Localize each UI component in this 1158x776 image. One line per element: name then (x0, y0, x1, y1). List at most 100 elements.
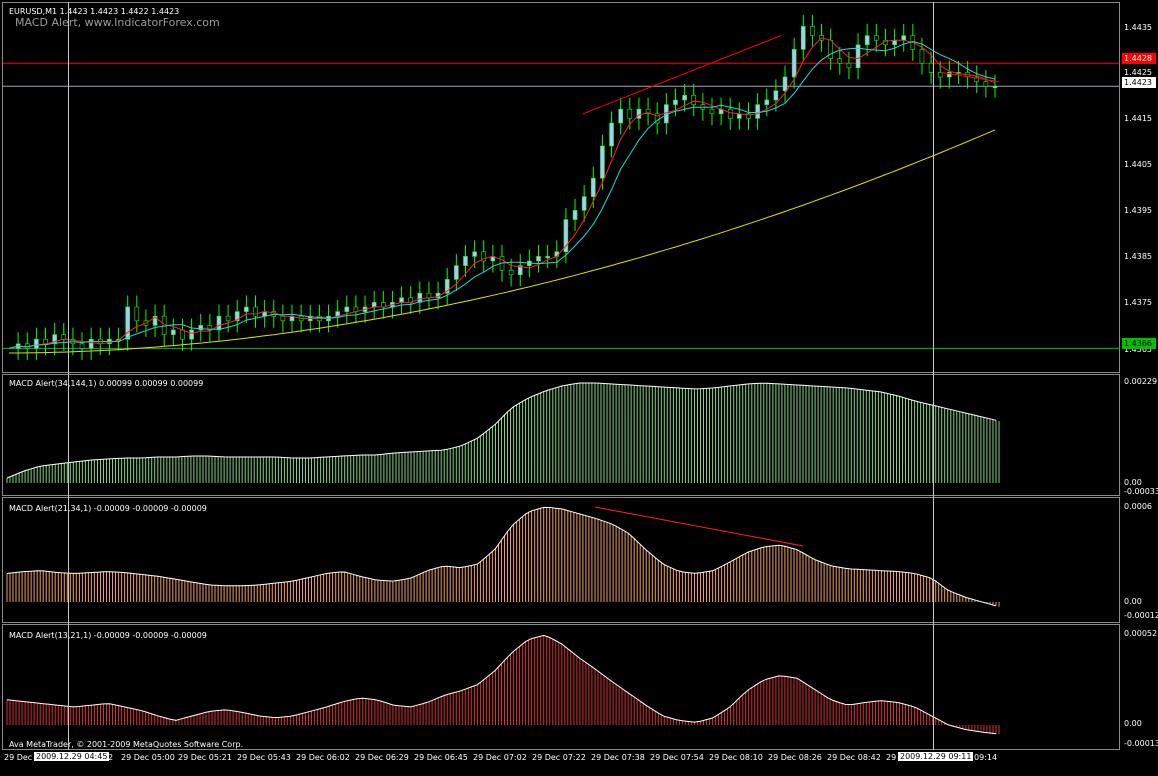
candle-body (755, 104, 760, 119)
candle-body (782, 76, 788, 92)
macd-3-canvas[interactable] (3, 625, 1119, 749)
candle-body (581, 196, 587, 211)
candle-body (645, 108, 651, 115)
macd-2-title: MACD Alert(21,34,1) -0.00009 -0.00009 -0… (9, 504, 207, 513)
candle-body (682, 95, 687, 101)
candle-body (508, 269, 514, 276)
candle-body (344, 306, 350, 312)
candle-body (134, 306, 140, 322)
time-axis: 29 Dec 2009.12.29 04:45 2 29 Dec 05:00 2… (0, 750, 1158, 776)
candle-body (892, 39, 897, 46)
candle-body (88, 338, 94, 349)
candle-body (673, 99, 678, 105)
time-label: 2 (108, 753, 114, 762)
candle-body (244, 306, 249, 312)
time-label-first: 29 Dec (4, 753, 33, 762)
candle-body (937, 72, 943, 78)
axis-zero-label: 0.00 (1124, 478, 1142, 487)
current-price-box: 1.4423 (1122, 77, 1156, 88)
price-chart-pane[interactable]: EURUSD,M1 1.4423 1.4423 1.4422 1.4423 MA… (2, 2, 1120, 373)
candle-body (517, 265, 523, 276)
candle-body (992, 85, 998, 88)
candle-body (974, 76, 980, 82)
axis-bottom-label: -0.00033 (1124, 487, 1158, 496)
axis-top-label: 0.00229 (1124, 377, 1158, 386)
histogram-outline (6, 634, 997, 735)
candle-body (773, 90, 779, 101)
candle-body (919, 49, 925, 64)
candle-body (846, 62, 852, 69)
macd-pane-2[interactable]: MACD Alert(21,34,1) -0.00009 -0.00009 -0… (2, 497, 1120, 623)
candle-body (225, 315, 231, 322)
candle-body (125, 306, 130, 340)
candle-body (600, 145, 605, 179)
candle-body (545, 256, 550, 259)
time-label: 29 Dec 08:42 (827, 753, 881, 762)
candle-body (691, 95, 697, 105)
macd-1-axis: 0.00229 0.00 -0.00033 (1120, 374, 1158, 496)
candle-body (737, 113, 742, 119)
price-label: 1.4385 (1124, 252, 1152, 261)
trend-line (940, 71, 1000, 83)
candle-body (654, 113, 660, 124)
time-label: 29 Dec 06:02 (296, 753, 350, 762)
time-label: 29 Dec 07:54 (650, 753, 704, 762)
macd-2-axis: 0.0006 0.00 -0.00012 (1120, 497, 1158, 623)
time-label: 29 Dec 05:00 (121, 753, 175, 762)
candle-body (536, 256, 541, 262)
price-label: 1.4405 (1124, 160, 1152, 169)
green-line-price-box: 1.4366 (1122, 338, 1156, 349)
macd-1-canvas[interactable] (3, 375, 1119, 495)
candle-body (590, 177, 596, 197)
time-label: 29 Dec 06:29 (355, 753, 409, 762)
histogram-outline (6, 506, 997, 607)
candle-body (417, 292, 423, 303)
axis-zero-label: 0.00 (1124, 597, 1142, 606)
candle-body (837, 58, 843, 64)
candle-body (207, 325, 213, 331)
candle-body (855, 44, 861, 69)
red-line-price-box: 1.4428 (1122, 53, 1156, 64)
time-label: 29 Dec 07:38 (591, 753, 645, 762)
candle-body (791, 49, 797, 78)
time-label-last: 09:14 (974, 753, 998, 762)
price-label: 1.4415 (1124, 114, 1152, 123)
candle-body (764, 99, 770, 105)
candle-body (399, 297, 404, 303)
moving-average-red (8, 37, 996, 349)
candle-body (828, 39, 833, 59)
macd-pane-1[interactable]: MACD Alert(34,144,1) 0.00099 0.00099 0.0… (2, 374, 1120, 496)
candle-body (189, 329, 194, 340)
candle-body (481, 251, 487, 262)
candle-body (609, 122, 614, 147)
candle-body (746, 113, 751, 119)
macd-1-title: MACD Alert(34,144,1) 0.00099 0.00099 0.0… (9, 379, 204, 388)
axis-bottom-label: -0.00012 (1124, 611, 1158, 620)
candle-body (79, 343, 85, 349)
candle-body (463, 256, 468, 266)
time-label: 29 Dec 08:10 (709, 753, 763, 762)
time-cursor-left: 2009.12.29 04:45 (34, 752, 110, 761)
time-label: 29 Dec 05:21 (178, 753, 232, 762)
candle-body (171, 329, 176, 335)
axis-zero-label: 0.00 (1124, 719, 1142, 728)
macd-3-axis: 0.00052 0.00 -0.00013 (1120, 624, 1158, 750)
price-label: 1.4425 (1124, 68, 1152, 77)
candle-body (810, 26, 815, 36)
candle-body (253, 306, 258, 317)
candle-body (983, 81, 989, 87)
candle-body (627, 108, 633, 119)
time-cursor-right: 2009.12.29 09:11 (898, 752, 974, 761)
candle-body (800, 26, 806, 50)
price-label: 1.4435 (1124, 23, 1152, 32)
candle-body (572, 210, 578, 220)
price-chart-canvas[interactable] (3, 3, 1119, 372)
time-label: 29 Dec 05:43 (237, 753, 291, 762)
time-label: 29 (886, 753, 897, 762)
macd-2-canvas[interactable] (3, 498, 1119, 622)
candle-body (216, 315, 222, 331)
candle-body (198, 325, 204, 331)
candle-body (709, 108, 715, 115)
macd-pane-3[interactable]: MACD Alert(13,21,1) -0.00009 -0.00009 -0… (2, 624, 1120, 750)
price-axis: 1.4435 1.4425 1.4415 1.4405 1.4395 1.438… (1120, 2, 1158, 373)
